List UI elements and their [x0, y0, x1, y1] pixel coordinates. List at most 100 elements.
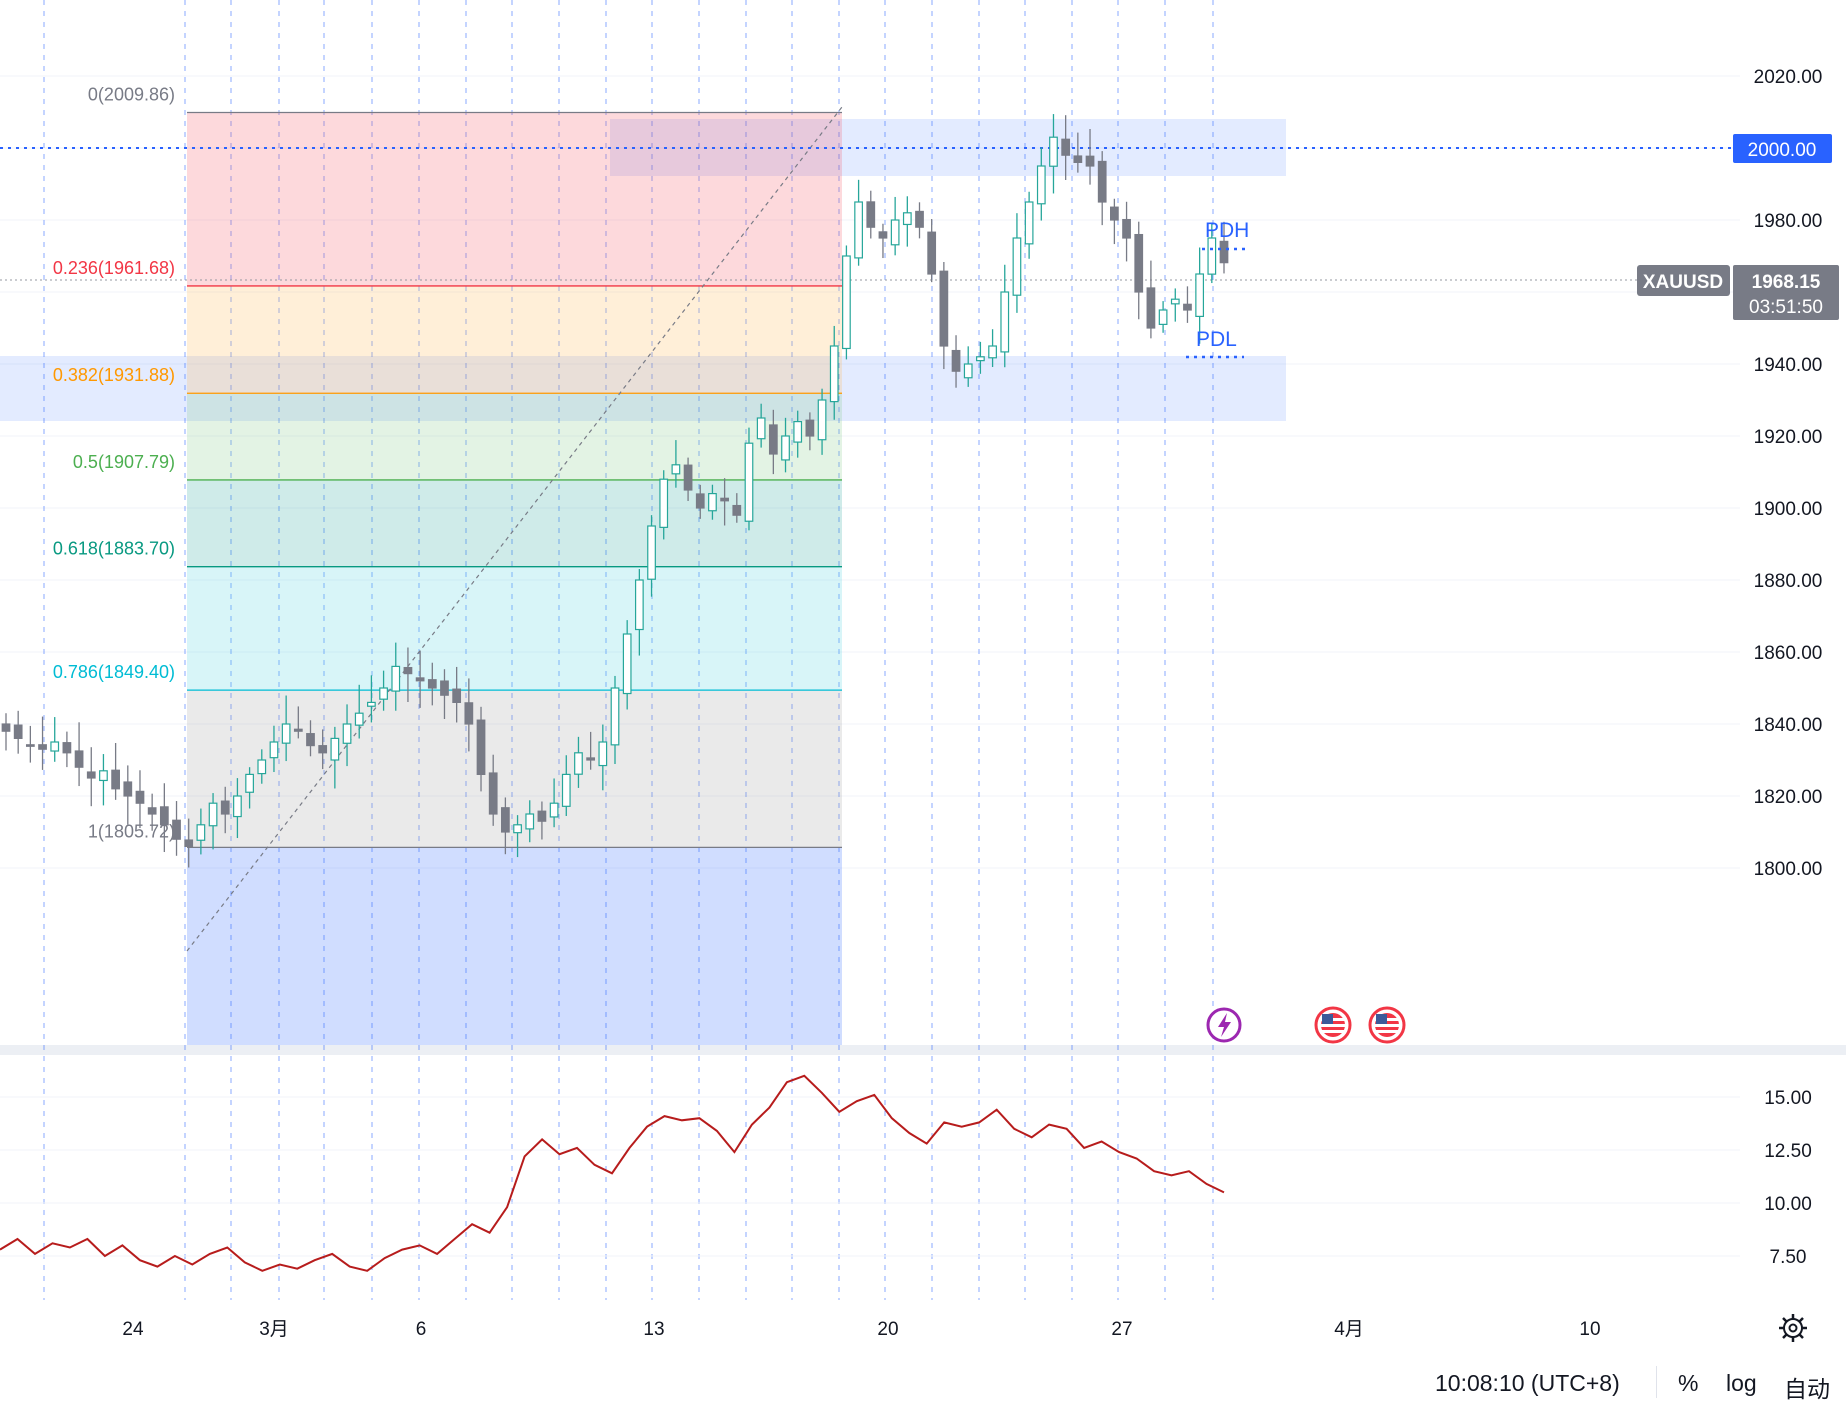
- candle-body[interactable]: [403, 666, 413, 675]
- candle-body[interactable]: [1207, 237, 1217, 275]
- lightning-event-icon[interactable]: [1206, 1007, 1242, 1043]
- candle-body[interactable]: [269, 741, 279, 759]
- fib-trend-line[interactable]: [186, 106, 843, 952]
- candle-body[interactable]: [281, 723, 291, 744]
- candle-body[interactable]: [196, 824, 206, 841]
- candle-body[interactable]: [647, 525, 656, 580]
- candle-body[interactable]: [476, 719, 486, 775]
- fibonacci-retracement[interactable]: 0(2009.86) 0.236(1961.68) 0.382(1931.88) 0.…: [53, 85, 842, 1045]
- candle-body[interactable]: [659, 478, 669, 528]
- candle-body[interactable]: [1073, 155, 1083, 164]
- fib-extension-band[interactable]: [187, 847, 842, 1045]
- candle-body[interactable]: [1170, 298, 1180, 305]
- fib-band[interactable]: [187, 690, 842, 848]
- candle-body[interactable]: [306, 733, 315, 747]
- fib-band[interactable]: [187, 112, 842, 286]
- candles[interactable]: [1, 114, 1229, 868]
- candle-body[interactable]: [732, 504, 742, 516]
- candle-body[interactable]: [391, 665, 401, 692]
- candle-body[interactable]: [488, 772, 498, 815]
- chart-canvas[interactable]: 0(2009.86) 0.236(1961.68) 0.382(1931.88) 0.…: [0, 0, 1846, 1358]
- candle-body[interactable]: [1000, 291, 1010, 353]
- price-axis[interactable]: 2020.00 1980.00 1940.00 1920.00 1900.00 1880.…: [1754, 67, 1823, 880]
- candle-body[interactable]: [86, 771, 96, 779]
- support-zone[interactable]: [0, 356, 1286, 421]
- candle-body[interactable]: [415, 677, 425, 682]
- alert-price-tag[interactable]: [1733, 134, 1832, 163]
- candle-body[interactable]: [38, 744, 47, 750]
- time-axis[interactable]: [0, 1300, 1846, 1358]
- candle-body[interactable]: [233, 795, 242, 818]
- fib-band[interactable]: [187, 393, 842, 480]
- candle-body[interactable]: [123, 781, 133, 797]
- candle-body[interactable]: [720, 497, 729, 502]
- candle-body[interactable]: [257, 759, 267, 775]
- fib-band[interactable]: [187, 479, 842, 567]
- indicator-line[interactable]: [0, 1074, 1225, 1272]
- candle-body[interactable]: [342, 723, 352, 744]
- candle-body[interactable]: [854, 201, 863, 259]
- candle-body[interactable]: [525, 813, 535, 830]
- candle-body[interactable]: [1012, 237, 1022, 296]
- current-price-tag[interactable]: [1733, 265, 1839, 320]
- candle-body[interactable]: [902, 212, 912, 226]
- candle-body[interactable]: [13, 724, 23, 740]
- candle-body[interactable]: [781, 435, 790, 461]
- candle-body[interactable]: [610, 687, 620, 746]
- candle-body[interactable]: [1195, 273, 1205, 317]
- candle-body[interactable]: [159, 806, 169, 826]
- candle-body[interactable]: [537, 810, 547, 822]
- candle-body[interactable]: [695, 493, 705, 509]
- candle-body[interactable]: [598, 741, 608, 767]
- candle-body[interactable]: [744, 442, 754, 522]
- candle-body[interactable]: [452, 688, 462, 703]
- candle-body[interactable]: [147, 807, 157, 815]
- candle-body[interactable]: [62, 742, 72, 754]
- candle-body[interactable]: [25, 744, 35, 747]
- percent-scale-toggle[interactable]: %: [1678, 1370, 1699, 1396]
- candle-body[interactable]: [135, 790, 145, 804]
- candle-body[interactable]: [1219, 240, 1229, 264]
- candle-body[interactable]: [50, 741, 60, 752]
- candle-body[interactable]: [586, 757, 596, 761]
- us-flag-icon[interactable]: [1314, 1006, 1352, 1044]
- candle-body[interactable]: [988, 345, 997, 359]
- candle-body[interactable]: [111, 769, 120, 790]
- candle-body[interactable]: [829, 345, 839, 403]
- candle-body[interactable]: [513, 824, 522, 834]
- candle-body[interactable]: [549, 802, 559, 818]
- candle-body[interactable]: [915, 210, 924, 228]
- candle-body[interactable]: [1158, 309, 1168, 325]
- candle-body[interactable]: [184, 839, 194, 847]
- candle-body[interactable]: [99, 770, 108, 782]
- us-flag-icon[interactable]: [1368, 1006, 1406, 1044]
- candle-body[interactable]: [1085, 155, 1095, 167]
- indicator-axis[interactable]: 15.00 12.50 10.00 7.50: [1764, 1088, 1812, 1268]
- candle-body[interactable]: [501, 807, 510, 833]
- candle-body[interactable]: [354, 712, 364, 726]
- candle-body[interactable]: [1036, 165, 1046, 205]
- candle-body[interactable]: [367, 701, 376, 707]
- candle-body[interactable]: [1183, 303, 1192, 311]
- indicator-pane[interactable]: [0, 1055, 1740, 1300]
- candle-body[interactable]: [318, 745, 328, 754]
- candle-body[interactable]: [574, 752, 583, 775]
- candle-body[interactable]: [768, 424, 778, 455]
- candle-body[interactable]: [805, 419, 815, 437]
- candle-body[interactable]: [208, 802, 218, 827]
- candle-body[interactable]: [878, 231, 888, 239]
- candle-body[interactable]: [963, 363, 973, 379]
- candle-body[interactable]: [817, 399, 827, 441]
- price-pane[interactable]: [0, 0, 1740, 1045]
- candle-body[interactable]: [330, 737, 340, 761]
- candle-body[interactable]: [842, 255, 851, 350]
- candle-body[interactable]: [1134, 233, 1144, 293]
- candle-body[interactable]: [561, 773, 571, 807]
- candle-body[interactable]: [440, 680, 449, 696]
- candle-body[interactable]: [1097, 160, 1107, 203]
- auto-scale-toggle[interactable]: 自动: [1784, 1376, 1830, 1402]
- candle-body[interactable]: [245, 773, 254, 793]
- symbol-tag[interactable]: [1637, 265, 1730, 296]
- candle-body[interactable]: [379, 687, 388, 700]
- gear-icon[interactable]: [1779, 1314, 1807, 1342]
